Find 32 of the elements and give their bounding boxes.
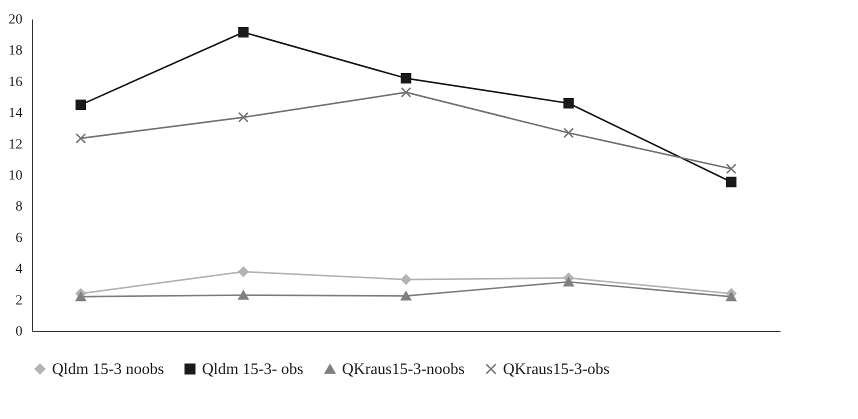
y-tick-label: 0	[16, 324, 22, 340]
point	[400, 73, 412, 84]
point	[400, 87, 412, 98]
y-tick-label: 12	[8, 137, 22, 152]
point	[76, 133, 86, 144]
y-tick-label: 2	[16, 293, 22, 308]
y-tick-label: 8	[16, 200, 22, 215]
point	[563, 128, 574, 138]
point	[238, 290, 249, 300]
y-tick-label: 14	[8, 106, 22, 122]
point	[238, 266, 249, 277]
y-tick-label: 6	[16, 230, 22, 246]
point	[238, 27, 249, 38]
point	[400, 291, 412, 301]
legend-label: Qldm 15-3- obs	[202, 361, 304, 378]
point	[76, 100, 86, 110]
point	[76, 292, 86, 302]
legend-label: QKraus15-3-obs	[503, 361, 610, 378]
y-tick-label: 10	[8, 168, 22, 184]
point	[238, 112, 249, 122]
legend-label: Qldm 15-3 noobs	[52, 361, 164, 378]
y-tick-label: 16	[8, 74, 22, 90]
point	[563, 98, 574, 108]
point	[400, 274, 412, 285]
point	[726, 176, 736, 188]
y-tick-label: 18	[8, 44, 22, 59]
y-tick-label: 20	[8, 12, 22, 28]
legend-label: QKraus15-3-noobs	[342, 361, 465, 378]
point	[726, 164, 736, 174]
point	[563, 277, 574, 286]
y-tick-label: 4	[16, 262, 22, 278]
point	[726, 292, 736, 302]
